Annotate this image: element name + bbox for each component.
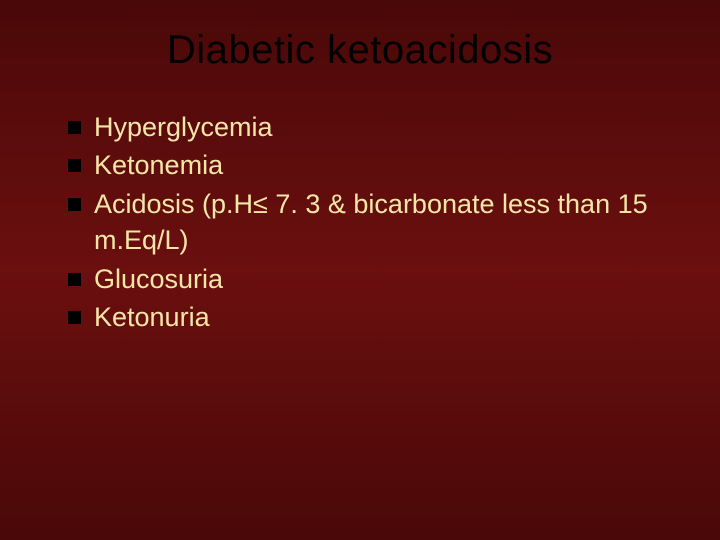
bullet-text: Acidosis (p.H≤ 7. 3 & bicarbonate less t… — [94, 189, 648, 255]
list-item: Ketonemia — [68, 147, 672, 183]
bullet-text: Glucosuria — [94, 264, 223, 294]
square-bullet-icon — [68, 159, 81, 172]
bullet-list: Hyperglycemia Ketonemia Acidosis (p.H≤ 7… — [48, 109, 672, 336]
list-item: Acidosis (p.H≤ 7. 3 & bicarbonate less t… — [68, 186, 672, 259]
slide: Diabetic ketoacidosis Hyperglycemia Keto… — [0, 0, 720, 540]
square-bullet-icon — [68, 121, 81, 134]
bullet-text: Hyperglycemia — [94, 112, 273, 142]
square-bullet-icon — [68, 198, 81, 211]
square-bullet-icon — [68, 273, 81, 286]
list-item: Glucosuria — [68, 261, 672, 297]
list-item: Ketonuria — [68, 299, 672, 335]
list-item: Hyperglycemia — [68, 109, 672, 145]
bullet-text: Ketonemia — [94, 150, 223, 180]
square-bullet-icon — [68, 311, 81, 324]
slide-title: Diabetic ketoacidosis — [48, 28, 672, 73]
bullet-text: Ketonuria — [94, 302, 210, 332]
